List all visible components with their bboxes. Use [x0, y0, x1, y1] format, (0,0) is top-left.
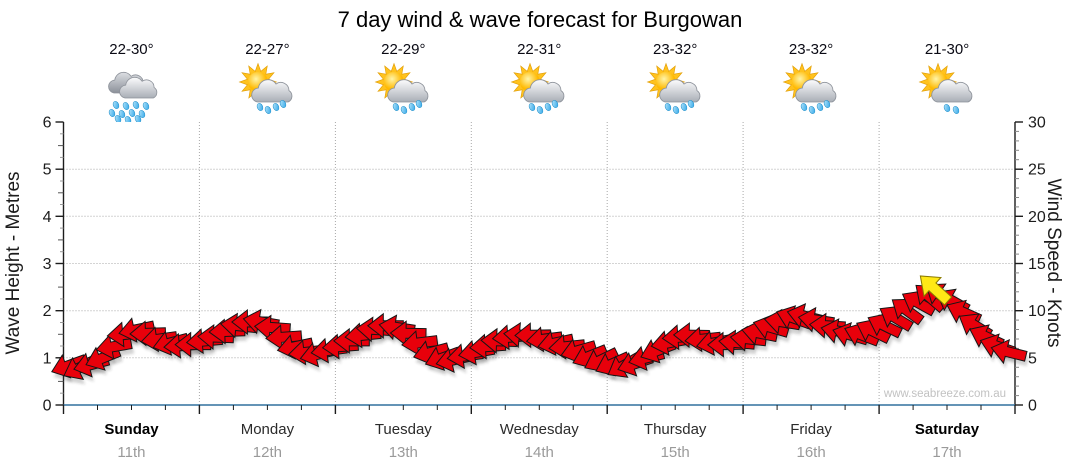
weather-icon-heavy-rain: [108, 71, 158, 122]
watermark: www.seabreeze.com.au: [883, 388, 1006, 400]
day-name: Tuesday: [374, 421, 432, 438]
day-name: Sunday: [104, 421, 159, 438]
day-date: 16th: [796, 444, 826, 461]
day-name: Saturday: [914, 421, 980, 438]
day-date: 14th: [524, 444, 554, 461]
svg-text:3: 3: [43, 256, 52, 273]
weather-icon-sun-cloud-rain: [374, 62, 429, 114]
temperature-range: 22-27°: [245, 41, 290, 58]
wind-arrows: [51, 283, 1028, 381]
page-title: 7 day wind & wave forecast for Burgowan: [337, 7, 743, 32]
day-name: Friday: [790, 421, 832, 438]
temperature-range: 22-31°: [517, 41, 562, 58]
right-axis: 0 5 10 15 20 25 30: [1014, 115, 1046, 415]
svg-text:2: 2: [43, 303, 52, 320]
highlight-wind-arrow: [919, 275, 953, 306]
temperature-range: 22-30°: [109, 41, 154, 58]
svg-text:5: 5: [43, 162, 52, 179]
weather-icon-sun-cloud-rain: [782, 62, 837, 114]
temperature-range: 22-29°: [381, 41, 426, 58]
svg-text:10: 10: [1028, 303, 1046, 320]
temperature-range: 21-30°: [924, 41, 970, 58]
svg-text:30: 30: [1028, 115, 1046, 132]
day-column-monday: 22-27°: [217, 41, 317, 122]
gridlines: [63, 122, 1015, 405]
day-date: 17th: [932, 444, 962, 461]
day-name: Monday: [240, 421, 295, 438]
svg-text:20: 20: [1028, 209, 1046, 226]
day-column-tuesday: 22-29°: [353, 41, 453, 122]
day-date: 12th: [252, 444, 282, 461]
svg-text:1: 1: [43, 350, 52, 367]
day-date: 11th: [117, 444, 146, 461]
day-column-thursday: 23-32°: [625, 41, 725, 122]
weather-icon-sun-cloud-rain: [238, 62, 293, 114]
bottom-axis: [62, 404, 1016, 414]
day-column-sunday: 22-30°: [81, 41, 181, 122]
svg-text:5: 5: [1028, 350, 1037, 367]
day-date: 13th: [388, 444, 418, 461]
svg-text:0: 0: [43, 398, 52, 415]
day-column-friday: 23-32°: [761, 41, 861, 122]
day-column-saturday: 21-30°: [897, 41, 997, 122]
svg-text:15: 15: [1028, 256, 1046, 273]
svg-text:4: 4: [43, 209, 52, 226]
day-name: Wednesday: [499, 421, 579, 438]
weather-icon-sun-cloud-rain: [646, 62, 701, 114]
weather-icon-sun-cloud-rain: [510, 62, 565, 114]
weather-icon-sun-cloud-light-rain: [918, 62, 973, 114]
day-name: Thursday: [643, 421, 707, 438]
day-column-wednesday: 22-31°: [489, 41, 589, 122]
day-date: 15th: [660, 444, 690, 461]
svg-text:25: 25: [1028, 162, 1046, 179]
temperature-range: 23-32°: [652, 41, 698, 58]
svg-text:0: 0: [1028, 398, 1037, 415]
svg-text:6: 6: [43, 115, 52, 132]
temperature-range: 23-32°: [788, 41, 834, 58]
